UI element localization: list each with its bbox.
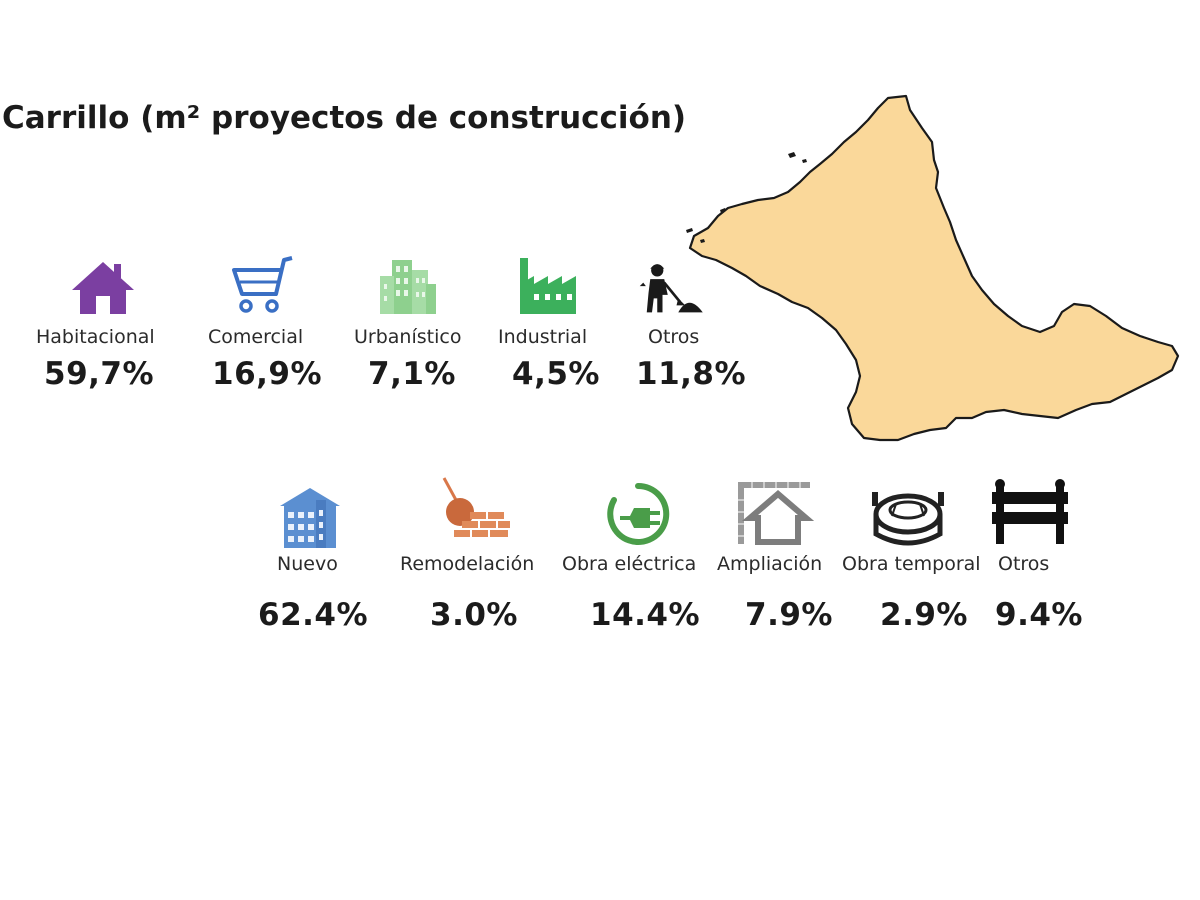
value-urbanistico: 7,1% xyxy=(368,356,456,392)
construction-worker-icon xyxy=(639,264,703,313)
electric-plug-icon xyxy=(607,482,670,545)
page-title: Carrillo (m² proyectos de construcción) xyxy=(2,100,687,136)
carrillo-map xyxy=(686,94,1180,442)
label-habitacional: Habitacional xyxy=(36,326,155,348)
label-obra-electrica: Obra eléctrica xyxy=(562,553,697,575)
label-comercial: Comercial xyxy=(208,326,304,348)
value-obra-temporal: 2.9% xyxy=(880,597,968,633)
shopping-cart-icon xyxy=(232,256,293,313)
label-obra-temporal: Obra temporal xyxy=(842,553,981,575)
stadium-icon xyxy=(872,492,944,546)
label-otros-tipo: Otros xyxy=(998,553,1050,575)
value-industrial: 4,5% xyxy=(512,356,600,392)
house-icon xyxy=(72,262,134,314)
value-obra-electrica: 14.4% xyxy=(590,597,701,633)
value-nuevo: 62.4% xyxy=(258,597,369,633)
value-habitacional: 59,7% xyxy=(44,356,155,392)
label-nuevo: Nuevo xyxy=(277,553,338,575)
value-ampliacion: 7.9% xyxy=(745,597,833,633)
label-ampliacion: Ampliación xyxy=(717,553,823,575)
house-extension-icon xyxy=(738,482,814,545)
map-region-shape xyxy=(688,94,1180,442)
label-remodelacion: Remodelación xyxy=(400,553,535,575)
label-otros-uso: Otros xyxy=(648,326,700,348)
value-comercial: 16,9% xyxy=(212,356,323,392)
value-remodelacion: 3.0% xyxy=(430,597,518,633)
value-otros-uso: 11,8% xyxy=(636,356,747,392)
factory-icon xyxy=(520,258,576,314)
value-otros-tipo: 9.4% xyxy=(995,597,1083,633)
barrier-icon xyxy=(992,479,1068,544)
wrecking-ball-icon xyxy=(442,477,510,537)
label-urbanistico: Urbanístico xyxy=(354,326,462,348)
new-building-icon xyxy=(280,488,340,548)
city-buildings-icon xyxy=(380,260,436,314)
label-industrial: Industrial xyxy=(498,326,588,348)
